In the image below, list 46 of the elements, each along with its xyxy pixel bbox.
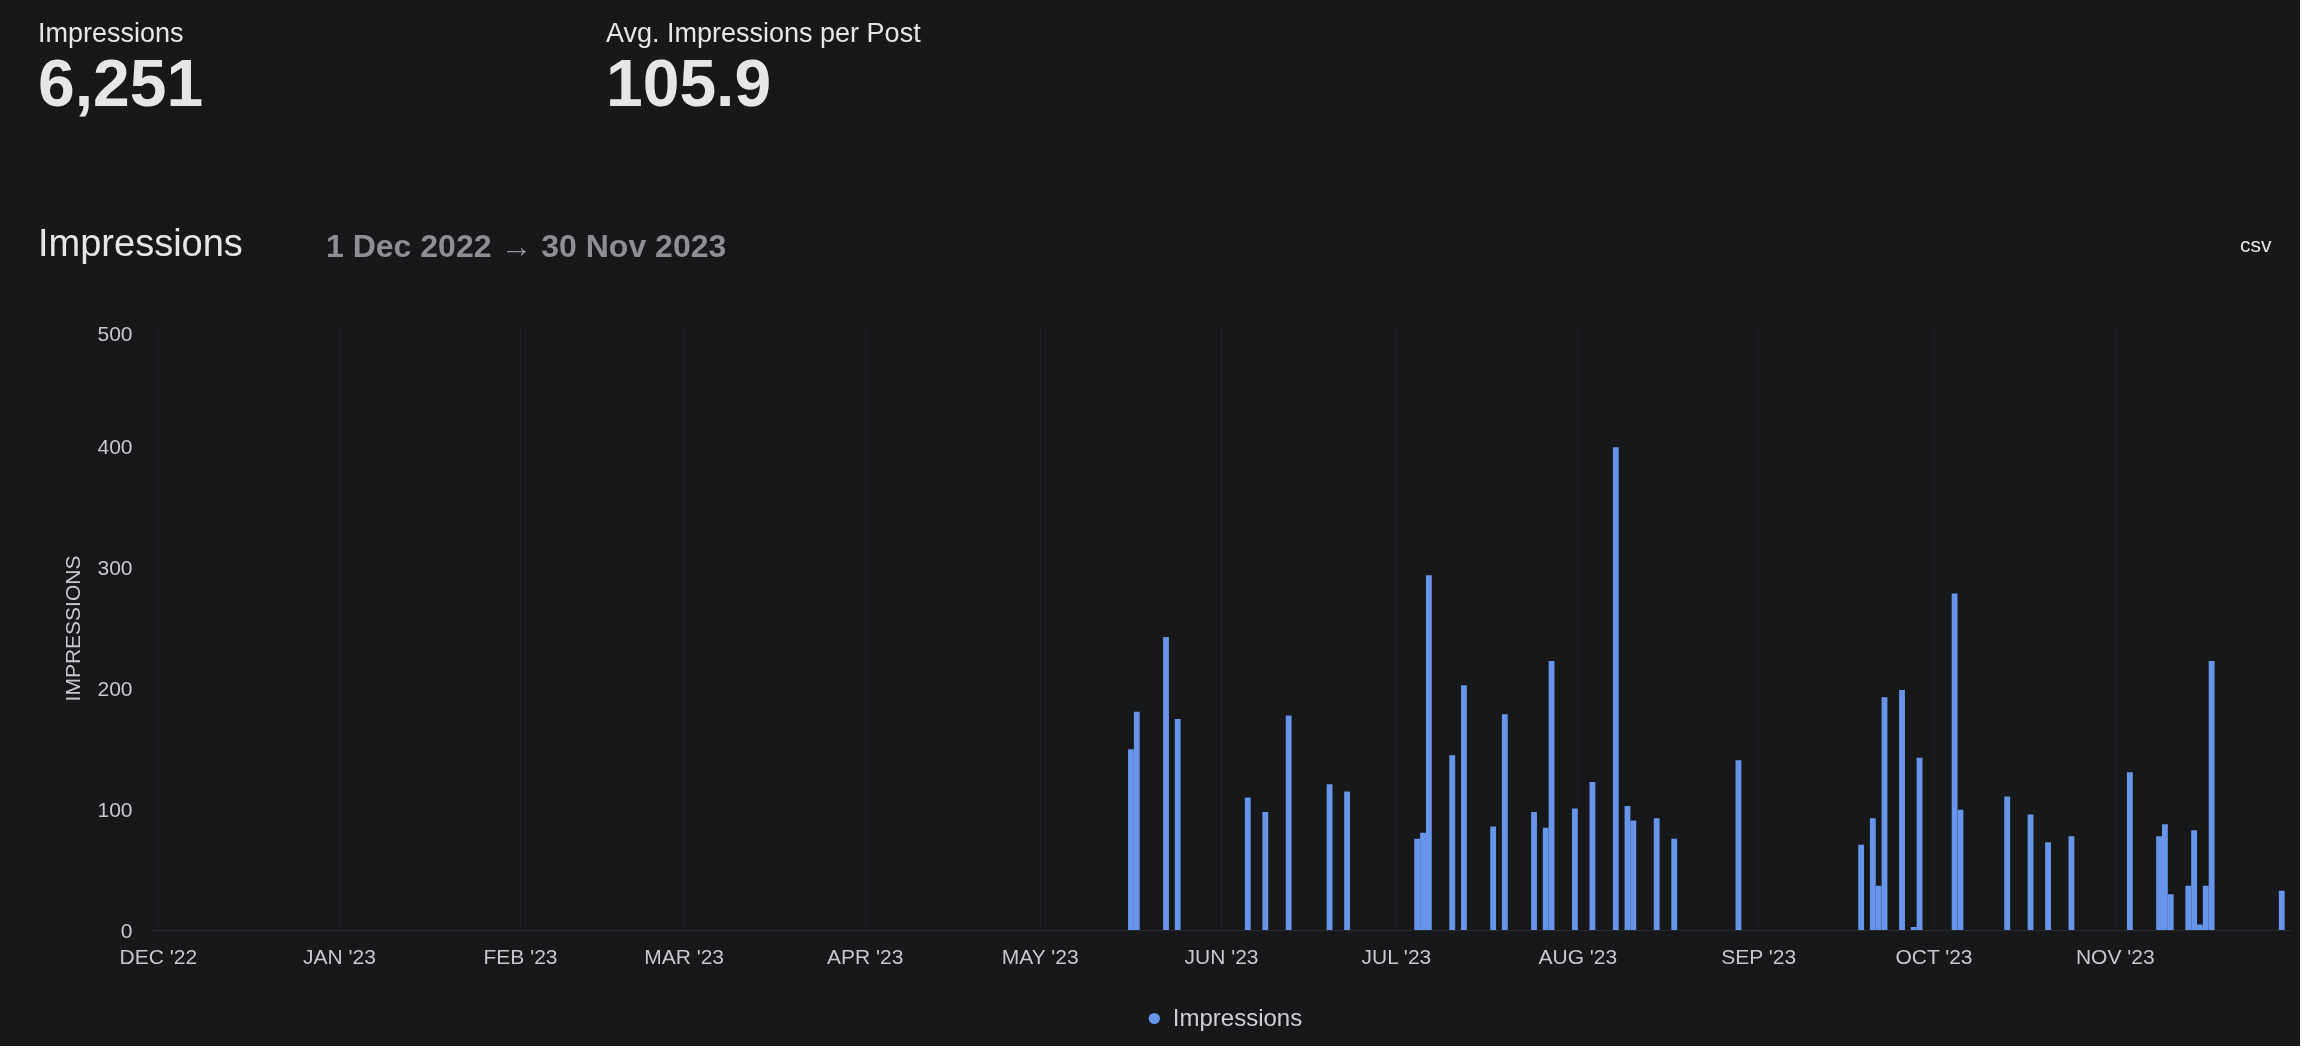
x-tick-label: JUN '23 xyxy=(1184,944,1259,968)
y-axis-title: IMPRESSIONS xyxy=(61,555,85,702)
x-tick-label: SEP '23 xyxy=(1721,944,1797,968)
bar xyxy=(1653,818,1660,931)
legend-label: Impressions xyxy=(1172,1004,1303,1032)
chart-title: Impressions xyxy=(38,222,243,264)
x-tick-label: NOV '23 xyxy=(2075,944,2155,968)
x-tick-label: MAY '23 xyxy=(1001,944,1079,968)
x-tick-label: JAN '23 xyxy=(302,944,376,968)
bar xyxy=(2045,842,2051,931)
bar xyxy=(1344,791,1351,931)
x-tick-label: AUG '23 xyxy=(1538,944,1618,968)
x-tick-label: FEB '23 xyxy=(483,944,558,968)
bar xyxy=(1490,826,1497,931)
bar xyxy=(1571,808,1578,931)
x-tick-label: MAR '23 xyxy=(644,944,725,968)
bar xyxy=(1671,838,1678,931)
bar xyxy=(1531,812,1537,931)
bar xyxy=(1612,447,1619,931)
y-tick-label: 400 xyxy=(97,435,133,459)
x-tick-label: DEC '22 xyxy=(119,944,198,968)
y-tick-label: 200 xyxy=(97,676,133,700)
bar xyxy=(2004,796,2011,931)
text: Impressions xyxy=(38,18,184,48)
bar xyxy=(1858,844,1865,931)
chart-subtitle: 1 Dec 2022 → 30 Nov 2023 xyxy=(326,228,727,264)
x-tick-label: APR '23 xyxy=(826,944,904,968)
bar xyxy=(2126,772,2133,931)
bar xyxy=(1449,755,1456,931)
y-tick-label: 0 xyxy=(120,918,133,942)
y-tick-label: 100 xyxy=(97,797,133,821)
bar xyxy=(1244,797,1251,931)
y-tick-label: 300 xyxy=(97,556,133,580)
bar xyxy=(1163,636,1169,931)
x-tick-label: JUL '23 xyxy=(1361,944,1432,968)
bar xyxy=(1461,685,1467,931)
y-tick-label: 500 xyxy=(97,321,133,345)
bar xyxy=(1899,690,1905,931)
bar xyxy=(2278,890,2285,931)
bar xyxy=(1285,715,1292,931)
x-tick-label: OCT '23 xyxy=(1895,944,1973,968)
text: Avg. Impressions per Post xyxy=(606,18,921,48)
bar xyxy=(1262,812,1269,931)
bar xyxy=(1501,714,1508,931)
bar xyxy=(1174,719,1181,931)
text: csv xyxy=(2240,233,2272,256)
